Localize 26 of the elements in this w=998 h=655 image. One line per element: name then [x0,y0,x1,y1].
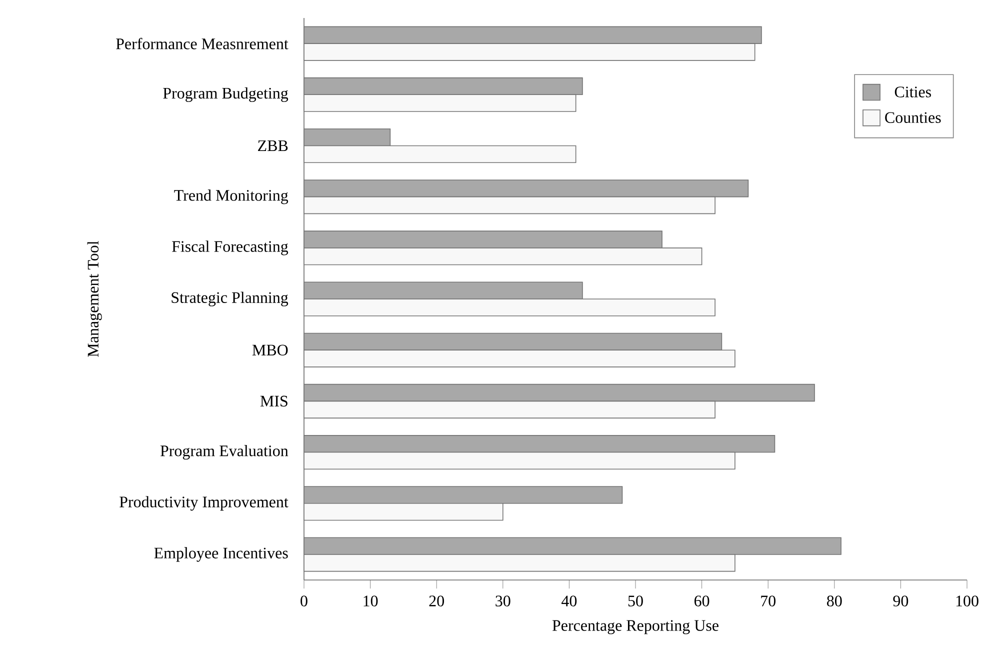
y-tick-label: Program Budgeting [163,87,288,102]
y-tick-label: MIS [260,396,288,407]
x-tick-label: 30 [496,596,510,606]
x-tick-label: 10 [364,596,378,606]
x-tick-label: 90 [893,596,908,606]
x-tick-label: 0 [300,596,308,606]
y-tick-label: Employee Incentives [154,547,288,562]
x-tick-label: 70 [761,596,776,606]
x-tick-label: 60 [694,596,710,606]
y-axis-title: Management Tool [87,241,102,357]
x-tick-label: 50 [628,596,643,606]
y-tick-label: Strategic Planning [172,292,288,306]
x-tick-label: 100 [956,596,978,606]
x-axis-title: Percentage Reporting Use [552,620,718,634]
y-tick-label: ZBB [258,140,288,151]
y-tick-label: Trend Monitoring [174,190,288,204]
legend-label: Cities [894,86,931,98]
y-tick-label: Productivity Improvement [120,496,288,511]
legend-label: Counties [885,112,941,123]
x-tick-label: 40 [562,596,577,606]
x-tick-label: 80 [826,596,842,606]
y-tick-label: MBO [252,344,288,356]
x-tick-label: 20 [429,596,444,606]
y-tick-label: Fiscal Forecasting [172,240,288,256]
y-tick-label: Performance Measnrement [116,38,288,50]
y-tick-label: Program Evaluation [160,445,288,460]
